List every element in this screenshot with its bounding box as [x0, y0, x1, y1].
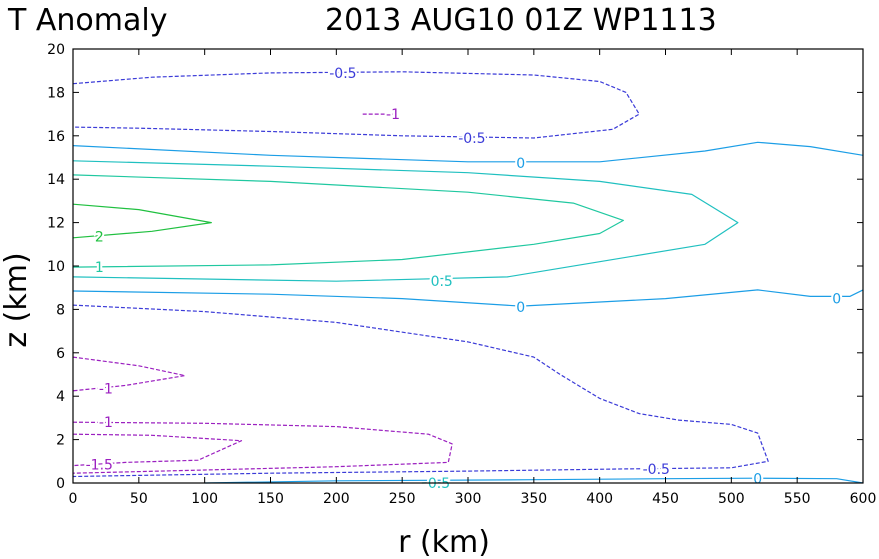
y-tick-label: 4 [56, 389, 65, 405]
contour-line [72, 203, 212, 239]
contour-line [72, 433, 243, 467]
contour-labels: -0.5 -0.5 -1 0 0.5 1 2 0 0 -0.5 -1 -1 -1.5 0 0.5 [84, 64, 844, 494]
contour-label: 0 [832, 292, 841, 308]
contour-label: -0.5 [643, 462, 670, 478]
contour-label: -1 [99, 382, 113, 398]
x-tick-label: 200 [323, 491, 350, 507]
contour-line [72, 174, 625, 268]
x-tick-label: 250 [389, 491, 416, 507]
y-axis-label: z (km) [0, 252, 34, 347]
contour-label: -1.5 [86, 458, 113, 474]
x-tick-label: 600 [850, 491, 877, 507]
x-tick-label: 0 [69, 491, 78, 507]
contour-line [72, 304, 769, 478]
x-tick-label: 300 [455, 491, 482, 507]
x-tick-label: 400 [586, 491, 613, 507]
chart-subtitle: 2013 AUG10 01Z WP1113 [325, 3, 717, 38]
contour-label: -0.5 [458, 131, 485, 147]
contour-label: 0 [516, 300, 525, 316]
x-tick-label: 150 [257, 491, 284, 507]
contour-label: 0.5 [428, 476, 450, 492]
contour-line [72, 421, 453, 474]
x-tick-label: 350 [520, 491, 547, 507]
y-tick-label: 14 [47, 172, 65, 188]
x-tick-label: 550 [784, 491, 811, 507]
y-tick-label: 16 [47, 129, 65, 145]
contour-line [72, 71, 640, 139]
y-tick-label: 6 [56, 346, 65, 362]
y-tick-label: 18 [47, 85, 65, 101]
x-axis-label: r (km) [398, 525, 490, 559]
x-tick-label: 50 [130, 491, 148, 507]
x-tick-label: 100 [191, 491, 218, 507]
contour-label: 0 [753, 472, 762, 488]
x-tick-label: 500 [718, 491, 745, 507]
x-tick-label: 450 [652, 491, 679, 507]
contour-line [72, 141, 864, 163]
contour-label: -1 [386, 107, 400, 123]
contour-label: -0.5 [329, 66, 356, 82]
y-tick-label: 8 [56, 302, 65, 318]
contour-line [72, 160, 739, 282]
y-tick-label: 10 [47, 259, 65, 275]
y-tick-label: 12 [47, 216, 65, 232]
contour-label: 2 [95, 230, 104, 246]
y-tick-label: 0 [56, 476, 65, 492]
chart-title: T Anomaly [7, 3, 167, 38]
y-tick-label: 2 [56, 433, 65, 449]
contour-label: 0 [516, 156, 525, 172]
contour-label: -1 [99, 415, 113, 431]
contour-line [72, 356, 186, 392]
x-axis-ticks: 0 50 100 150 200 250 300 350 400 450 500 550 600 [69, 49, 877, 507]
contour-label: 0.5 [431, 274, 453, 290]
contour-label: 1 [95, 260, 104, 276]
y-tick-label: 20 [47, 42, 65, 58]
contour-line [72, 289, 864, 307]
